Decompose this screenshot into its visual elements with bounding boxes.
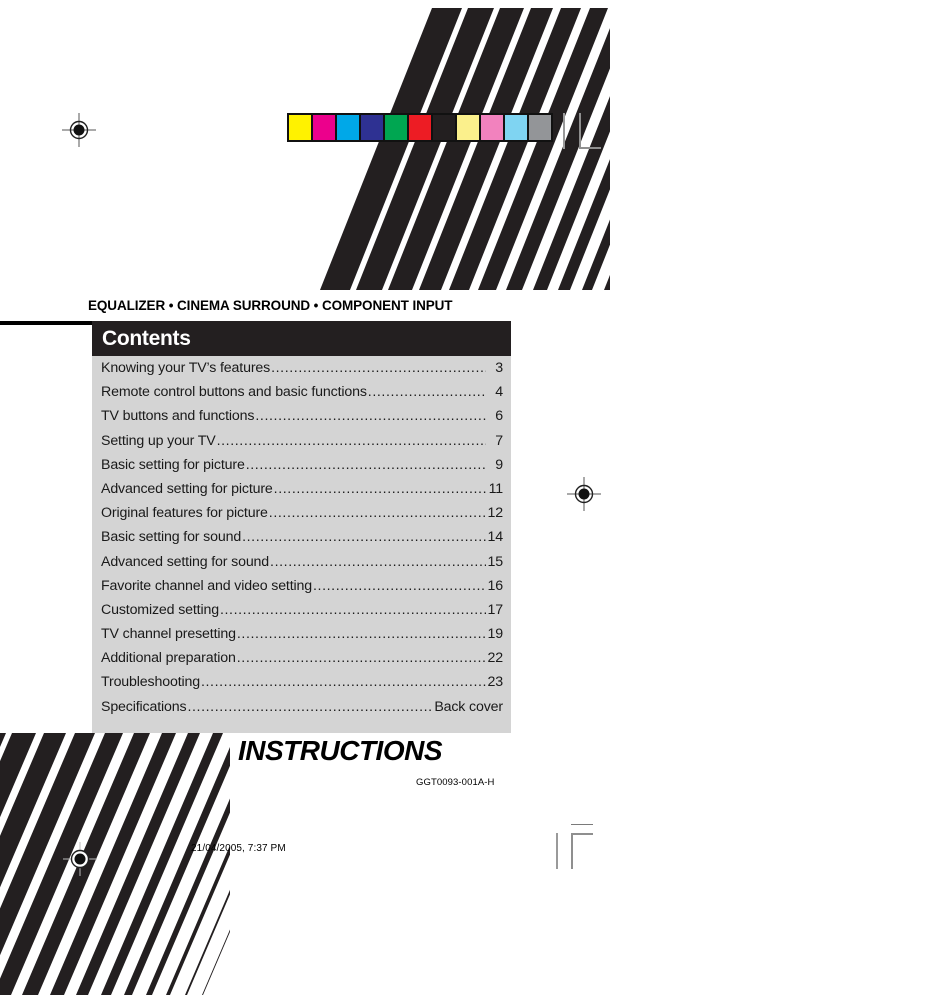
toc-leader: ........................................… (271, 360, 486, 376)
toc-leader: ........................................… (236, 626, 486, 643)
color-swatch-black (433, 115, 455, 140)
toc-entry-customized-setting[interactable]: Customized setting .....................… (92, 602, 511, 626)
toc-label: Basic setting for sound (101, 529, 242, 546)
toc-leader: ........................................… (200, 674, 486, 691)
instructions-title: INSTRUCTIONS (238, 735, 443, 766)
toc-label: Advanced setting for sound (101, 553, 270, 570)
toc-page-number: 12 (487, 505, 504, 522)
toc-entry-advanced-setting-for-sound[interactable]: Advanced setting for sound .............… (92, 554, 511, 578)
toc-leader: ........................................… (270, 553, 486, 570)
toc-page-number: 4 (495, 384, 503, 401)
toc-page-number: Back cover (434, 698, 503, 715)
contents-header: Contents (92, 321, 511, 356)
toc-label: Troubleshooting (101, 674, 200, 691)
contents-title: Contents (102, 327, 191, 350)
toc-entry-basic-setting-for-sound[interactable]: Basic setting for sound ................… (92, 529, 511, 553)
toc-entry-basic-setting-for-picture[interactable]: Basic setting for picture ..............… (92, 457, 511, 481)
contents-panel: Contents Knowing your TV’s features ....… (92, 321, 511, 733)
toc-label: Customized setting (101, 601, 219, 618)
diagonal-stripe-artwork-bottom (0, 733, 315, 995)
toc-label: Favorite channel and video setting (101, 577, 313, 594)
toc-entry-original-features-for-picture[interactable]: Original features for picture ..........… (92, 505, 511, 529)
toc-leader: ........................................… (236, 650, 486, 667)
toc-entry-tv-channel-presetting[interactable]: TV channel presetting ..................… (92, 626, 511, 650)
color-calibration-bar (287, 113, 553, 142)
toc-leader: ........................................… (242, 529, 486, 546)
toc-page-number: 11 (488, 480, 504, 497)
toc-page-number: 9 (495, 456, 503, 473)
crop-mark-bottom-right-corner-vertical (571, 833, 573, 869)
toc-page-number: 7 (495, 432, 503, 449)
registration-mark-right-middle (567, 477, 601, 511)
toc-leader: ........................................… (273, 480, 486, 497)
print-timestamp: 21/04/2005, 7:37 PM (191, 843, 286, 854)
toc-page-number: 3 (495, 360, 503, 376)
color-swatch-cyan (337, 115, 359, 140)
toc-page-number: 22 (487, 650, 504, 667)
color-swatch-indigo (361, 115, 383, 140)
toc-label: Setting up your TV (101, 432, 216, 449)
registration-mark-top-left (62, 113, 96, 147)
toc-leader: ........................................… (367, 384, 486, 401)
diagonal-stripe-artwork-top (320, 8, 774, 290)
toc-page-number: 16 (487, 577, 504, 594)
toc-page-number: 14 (487, 529, 504, 546)
toc-leader: ........................................… (219, 601, 486, 618)
toc-leader: ........................................… (187, 698, 434, 715)
toc-label: Advanced setting for picture (101, 480, 273, 497)
toc-leader: ........................................… (255, 408, 486, 425)
crop-mark-bottom-right-vertical (556, 833, 558, 869)
toc-entry-remote-control-buttons-and-basic-functions[interactable]: Remote control buttons and basic functio… (92, 384, 511, 408)
crop-mark-bottom-right-corner-horizontal (571, 833, 593, 835)
contents-list: Knowing your TV’s features .............… (92, 356, 511, 733)
toc-entry-setting-up-your-tv[interactable]: Setting up your TV .....................… (92, 433, 511, 457)
toc-leader: ........................................… (313, 577, 486, 594)
crop-mark-bottom-right-upper-horizontal (571, 824, 593, 825)
toc-label: Knowing your TV’s features (101, 360, 271, 376)
toc-label: Remote control buttons and basic functio… (101, 384, 367, 401)
feature-headline: EQUALIZER • CINEMA SURROUND • COMPONENT … (88, 298, 453, 313)
color-swatch-pink (481, 115, 503, 140)
toc-label: TV buttons and functions (101, 408, 255, 425)
part-number: GGT0093-001A-H (416, 777, 495, 788)
toc-label: Specifications (101, 698, 187, 715)
toc-entry-advanced-setting-for-picture[interactable]: Advanced setting for picture ...........… (92, 481, 511, 505)
toc-leader: ........................................… (268, 505, 486, 522)
toc-entry-specifications[interactable]: Specifications .........................… (92, 699, 511, 723)
color-swatch-pale-yellow (457, 115, 479, 140)
toc-page-number: 6 (495, 408, 503, 425)
toc-label: Original features for picture (101, 505, 268, 522)
toc-entry-additional-preparation[interactable]: Additional preparation .................… (92, 650, 511, 674)
color-swatch-red (409, 115, 431, 140)
toc-page-number: 23 (487, 674, 504, 691)
toc-leader: ........................................… (245, 456, 486, 473)
color-swatch-green (385, 115, 407, 140)
toc-label: Basic setting for picture (101, 456, 245, 473)
header-rule-left (0, 321, 93, 325)
toc-label: TV channel presetting (101, 626, 236, 643)
color-swatch-magenta (313, 115, 335, 140)
toc-page-number: 15 (487, 553, 504, 570)
toc-entry-favorite-channel-and-video-setting[interactable]: Favorite channel and video setting .....… (92, 578, 511, 602)
toc-label: Additional preparation (101, 650, 236, 667)
toc-entry-knowing-your-tvs-features[interactable]: Knowing your TV’s features .............… (92, 360, 511, 384)
toc-page-number: 19 (487, 626, 504, 643)
color-swatch-yellow (289, 115, 311, 140)
toc-page-number: 17 (487, 601, 504, 618)
toc-entry-troubleshooting[interactable]: Troubleshooting ........................… (92, 674, 511, 698)
toc-leader: ........................................… (216, 432, 486, 449)
toc-entry-tv-buttons-and-functions[interactable]: TV buttons and functions ...............… (92, 408, 511, 432)
color-swatch-light-blue (505, 115, 527, 140)
color-swatch-gray (529, 115, 551, 140)
